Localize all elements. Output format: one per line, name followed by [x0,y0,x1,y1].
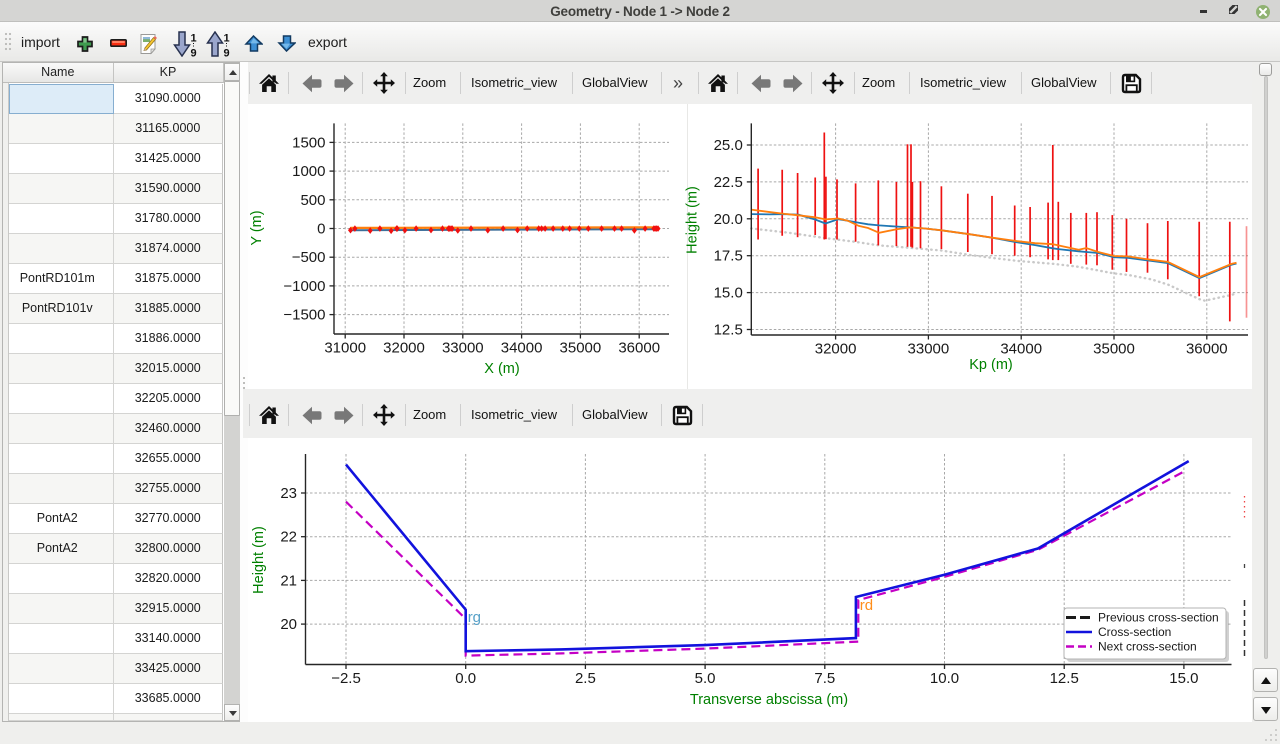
svg-text:22: 22 [280,529,297,546]
svg-text:9: 9 [191,48,197,58]
svg-text:33000: 33000 [908,341,950,358]
svg-text:12.5: 12.5 [714,322,743,339]
svg-text:36000: 36000 [1186,341,1228,358]
svg-text:−1500: −1500 [283,307,325,324]
svg-text:Cross-section: Cross-section [1098,625,1171,639]
svg-text:Height (m): Height (m) [251,526,267,594]
svg-text:15.0: 15.0 [1169,670,1198,687]
svg-text:33000: 33000 [442,340,484,357]
svg-text:34000: 34000 [501,340,543,357]
svg-text:32000: 32000 [383,340,425,357]
svg-text:36000: 36000 [618,340,660,357]
svg-text:0: 0 [317,221,325,238]
svg-text:1000: 1000 [292,163,325,180]
svg-text:9: 9 [224,48,230,58]
svg-text:2.5: 2.5 [575,670,596,687]
svg-text:1500: 1500 [292,134,325,151]
svg-text:10.0: 10.0 [930,670,959,687]
svg-text:7.5: 7.5 [814,670,835,687]
svg-text:34000: 34000 [1000,341,1042,358]
svg-text:23: 23 [280,485,297,502]
svg-text:Transverse abscissa (m): Transverse abscissa (m) [690,692,848,708]
svg-text:31000: 31000 [324,340,366,357]
svg-text:rg: rg [468,609,481,626]
svg-text:22.5: 22.5 [714,174,743,191]
svg-text:Y (m): Y (m) [249,210,265,245]
svg-text:15.0: 15.0 [714,285,743,302]
svg-text:−2.5: −2.5 [331,670,361,687]
svg-text:1: 1 [224,33,230,45]
svg-text:25.0: 25.0 [714,137,743,154]
svg-text:17.5: 17.5 [714,248,743,265]
svg-text:21: 21 [280,572,297,589]
svg-text:20: 20 [280,616,297,633]
svg-text:Height (m): Height (m) [685,186,701,254]
svg-text:35000: 35000 [1093,341,1135,358]
svg-text:rd: rd [860,597,873,614]
svg-text:500: 500 [300,192,325,209]
svg-text:1: 1 [191,33,197,45]
svg-text:32000: 32000 [815,341,857,358]
svg-text:Kp (m): Kp (m) [969,357,1013,373]
svg-text:X (m): X (m) [484,361,519,377]
svg-text:20.0: 20.0 [714,211,743,228]
svg-text:12.5: 12.5 [1050,670,1079,687]
svg-text:0.0: 0.0 [455,670,476,687]
svg-text:Previous cross-section: Previous cross-section [1098,611,1219,625]
svg-text:−1000: −1000 [283,278,325,295]
svg-text:−500: −500 [292,249,326,266]
svg-text:35000: 35000 [560,340,602,357]
svg-text:5.0: 5.0 [695,670,716,687]
svg-text:Next cross-section: Next cross-section [1098,640,1197,654]
